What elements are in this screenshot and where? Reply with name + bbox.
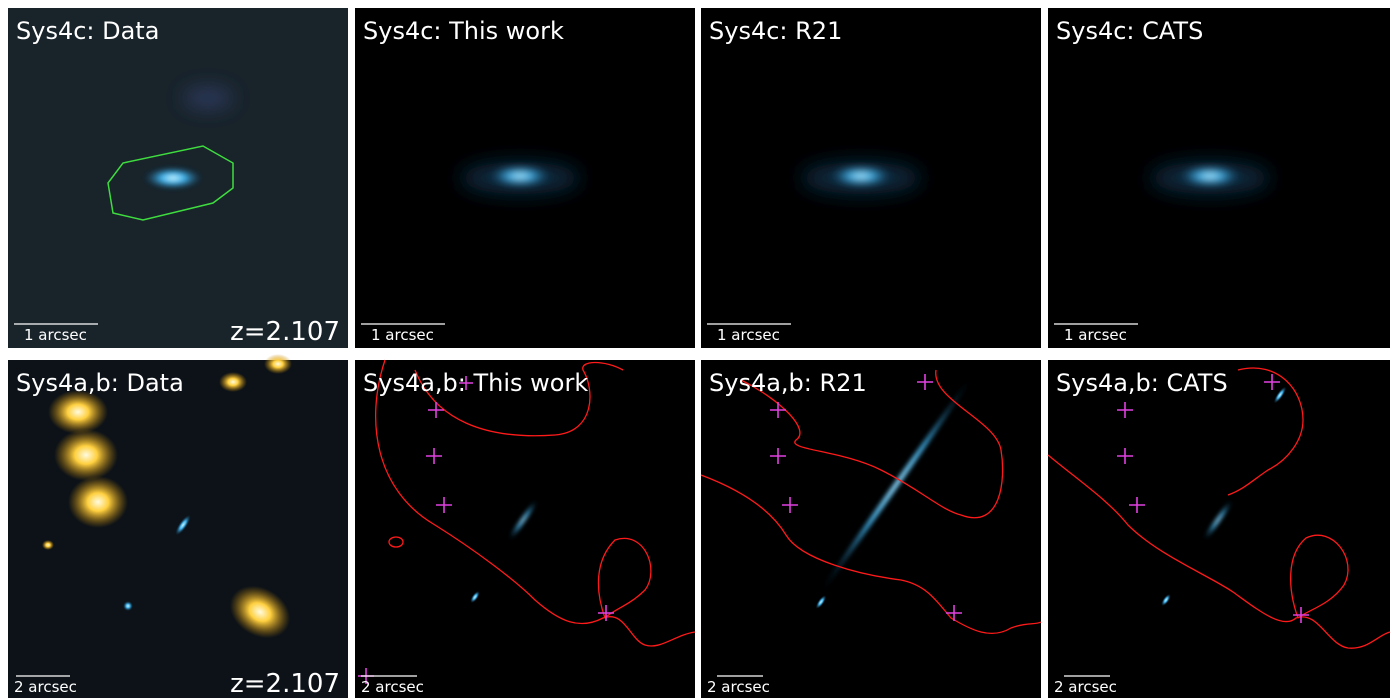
image-position — [1117, 374, 1309, 623]
arc — [175, 514, 191, 536]
scale-label: 2 arcsec — [707, 678, 770, 696]
panel-title: Sys4c: CATS — [1056, 17, 1203, 45]
galaxy — [183, 88, 233, 108]
galaxy — [42, 540, 54, 550]
panel-title: Sys4a,b: Data — [16, 369, 184, 397]
critical-curve — [414, 361, 624, 437]
scale-label: 2 arcsec — [1054, 678, 1117, 696]
panel: Sys4c: Data 1 arcsec z=2.107 — [8, 8, 348, 348]
critical-curve — [700, 474, 1042, 635]
galaxy — [54, 429, 118, 481]
redshift: z=2.107 — [230, 317, 340, 347]
image-position — [770, 374, 962, 621]
scale-label: 2 arcsec — [361, 678, 424, 696]
image — [1048, 360, 1390, 698]
arc — [1161, 594, 1171, 606]
panel: Sys4a,b: CATS 2 arcsec — [1047, 360, 1391, 698]
critical-curve — [1047, 454, 1391, 649]
aperture — [107, 145, 234, 221]
critical-curve — [375, 359, 696, 647]
arc — [1273, 386, 1287, 404]
panel-title: Sys4a,b: CATS — [1056, 369, 1228, 397]
image — [701, 360, 1041, 698]
panel: Sys4c: This work 1 arcsec — [355, 8, 695, 348]
galaxy — [48, 390, 108, 434]
panel: Sys4a,b: Data 2 arcsec z=2.107 — [8, 354, 348, 698]
panel: Sys4c: R21 1 arcsec — [701, 8, 1041, 348]
galaxy — [1178, 165, 1242, 187]
scale-label: 1 arcsec — [1064, 326, 1127, 344]
arc — [815, 595, 827, 609]
scale-label: 1 arcsec — [717, 326, 780, 344]
scale-label: 2 arcsec — [14, 678, 77, 696]
galaxy — [219, 372, 247, 392]
panel-title: Sys4c: This work — [363, 17, 564, 45]
galaxy — [68, 476, 128, 528]
arc — [821, 378, 971, 592]
critical-curve — [597, 537, 652, 619]
critical-curve — [1227, 367, 1304, 496]
galaxy — [488, 165, 552, 187]
critical-curve — [1290, 534, 1349, 619]
galaxy — [143, 166, 203, 190]
arc — [1204, 500, 1232, 540]
arc — [470, 591, 480, 603]
image — [355, 360, 695, 698]
panel-title: Sys4c: Data — [16, 17, 159, 45]
panel-title: Sys4a,b: R21 — [709, 369, 867, 397]
arc — [123, 601, 133, 611]
critical-curve — [740, 369, 1004, 519]
galaxy — [264, 354, 292, 374]
galaxy — [229, 585, 291, 639]
critical-curve — [388, 536, 404, 548]
scale-label: 1 arcsec — [371, 326, 434, 344]
arc — [509, 500, 537, 540]
panel: Sys4a,b: R21 2 arcsec — [700, 360, 1042, 698]
panel-title: Sys4c: R21 — [709, 17, 842, 45]
panel-title: Sys4a,b: This work — [363, 369, 588, 397]
galaxy — [829, 165, 893, 187]
scale-label: 1 arcsec — [24, 326, 87, 344]
panel: Sys4c: CATS 1 arcsec — [1048, 8, 1390, 348]
redshift: z=2.107 — [230, 669, 340, 698]
panel: Sys4a,b: This work 2 arcsec — [355, 359, 696, 698]
